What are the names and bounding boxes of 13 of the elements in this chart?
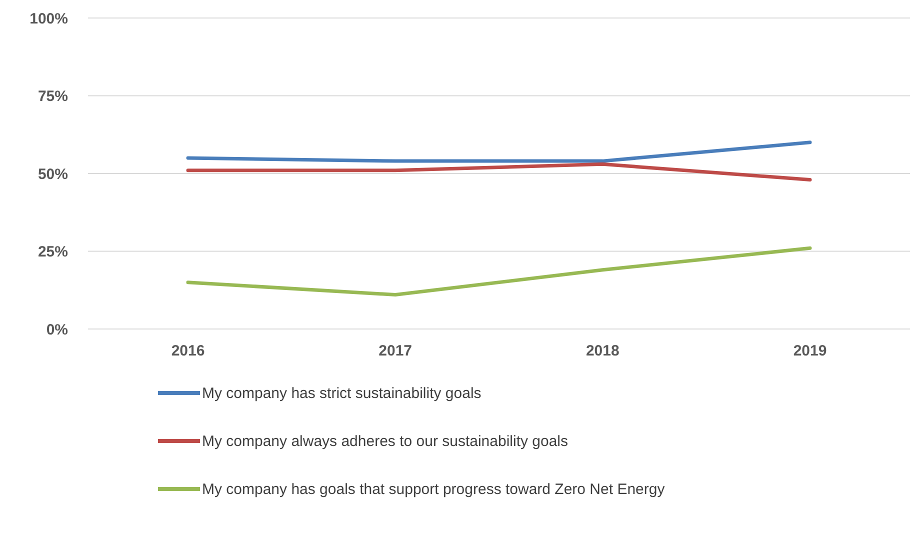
y-tick-label: 0%: [46, 321, 68, 338]
legend-label: My company has goals that support progress toward Zero Net Energy: [202, 480, 665, 498]
line-series: [186, 246, 812, 297]
legend-label: My company has strict sustainability goals: [202, 384, 482, 402]
legend-label: My company always adheres to our sustainability goals: [202, 432, 568, 450]
x-tick-label: 2016: [171, 342, 205, 360]
x-tick-label: 2017: [378, 342, 412, 360]
y-tick-label: 75%: [38, 88, 68, 106]
x-tick-label: 2018: [586, 342, 620, 360]
y-tick-label: 100%: [30, 10, 68, 28]
y-tick-label: 25%: [38, 244, 68, 261]
x-tick-label: 2019: [793, 342, 827, 360]
y-tick-label: 50%: [38, 166, 68, 183]
